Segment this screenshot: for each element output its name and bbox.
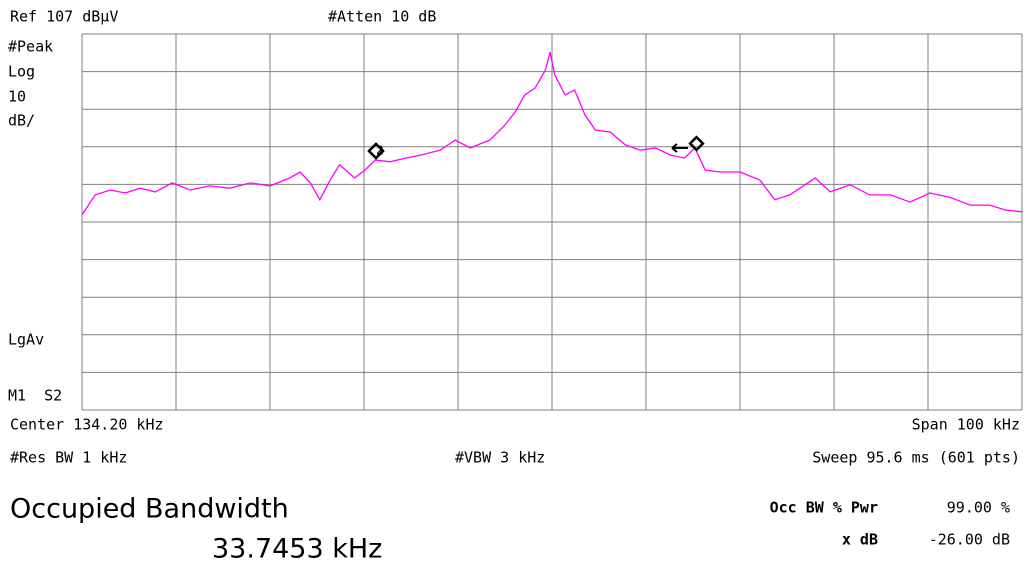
center-freq: Center 134.20 kHz (10, 416, 164, 434)
span: Span 100 kHz (912, 416, 1020, 434)
sweep: Sweep 95.6 ms (601 pts) (812, 449, 1020, 467)
side-label: LgAv (8, 331, 44, 349)
side-label: #Peak (8, 38, 53, 56)
attenuation: #Atten 10 dB (328, 8, 436, 26)
trace-layer (81, 51, 1023, 216)
grid (81, 33, 1023, 411)
ref-level: Ref 107 dBµV (10, 8, 118, 26)
result-row-label: x dB (842, 531, 878, 549)
svg-text:2: 2 (376, 144, 383, 158)
res-bw: #Res BW 1 kHz (10, 449, 127, 467)
result-value: 33.7453 kHz (212, 534, 382, 564)
vbw: #VBW 3 kHz (455, 449, 545, 467)
result-row-value: -26.00 dB (929, 531, 1010, 549)
result-title: Occupied Bandwidth (10, 494, 289, 525)
result-row-value: 99.00 % (947, 499, 1010, 517)
side-label: Log (8, 63, 35, 81)
trace (81, 51, 1023, 216)
result-row-label: Occ BW % Pwr (770, 499, 878, 517)
side-label: M1 S2 (8, 387, 62, 405)
marker-2: 2 (367, 142, 385, 160)
side-label: 10 (8, 88, 26, 106)
marker-1 (671, 135, 705, 153)
side-label: dB/ (8, 112, 35, 130)
